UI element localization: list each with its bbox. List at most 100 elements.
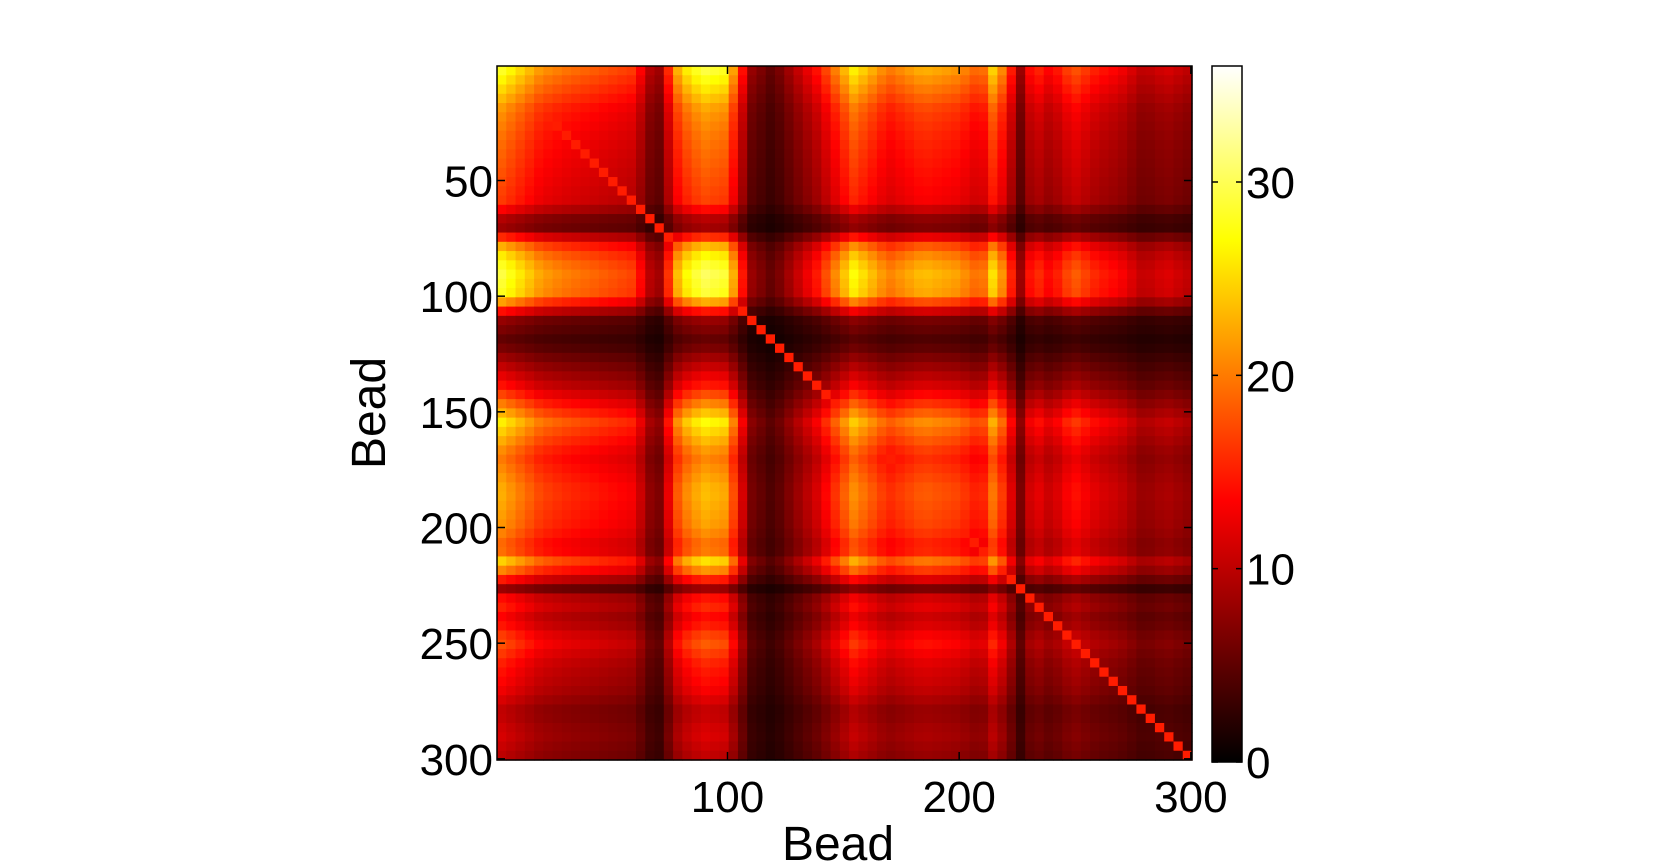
heatmap-cell: [978, 352, 989, 363]
heatmap-cell: [1108, 463, 1119, 474]
heatmap-cell: [1015, 140, 1026, 150]
heatmap-cell: [700, 574, 711, 585]
heatmap-cell: [552, 130, 563, 141]
heatmap-cell: [737, 223, 748, 234]
heatmap-cell: [1034, 389, 1045, 400]
heatmap-cell: [710, 362, 720, 372]
heatmap-cell: [710, 436, 720, 446]
heatmap-cell: [580, 667, 591, 678]
heatmap-cell: [636, 149, 646, 160]
heatmap-cell: [784, 510, 795, 521]
heatmap-cell: [969, 140, 980, 150]
heatmap-cell: [765, 473, 776, 483]
heatmap-cell: [663, 325, 674, 335]
heatmap-cell: [654, 510, 665, 521]
heatmap-cell: [1136, 547, 1147, 558]
heatmap-cell: [867, 436, 878, 446]
heatmap-cell: [737, 232, 748, 243]
heatmap-cell: [747, 362, 758, 372]
heatmap-cell: [710, 251, 720, 261]
heatmap-cell: [1053, 186, 1063, 197]
heatmap-cell: [802, 223, 813, 234]
heatmap-cell: [1182, 463, 1193, 474]
heatmap-cell: [821, 352, 832, 363]
heatmap-cell: [849, 149, 859, 160]
heatmap-cell: [1062, 195, 1073, 206]
heatmap-cell: [1182, 260, 1193, 271]
heatmap-cell: [1164, 556, 1175, 567]
heatmap-cell: [524, 297, 535, 308]
heatmap-cell: [775, 232, 785, 243]
heatmap-cell: [1136, 436, 1147, 446]
heatmap-cell: [876, 93, 887, 104]
heatmap-cell: [524, 574, 535, 585]
heatmap-cell: [534, 140, 544, 150]
heatmap-cell: [1145, 251, 1156, 261]
heatmap-cell: [784, 667, 795, 678]
heatmap-cell: [1164, 158, 1175, 169]
heatmap-cell: [978, 639, 989, 650]
heatmap-cell: [571, 288, 581, 298]
heatmap-cell: [960, 352, 971, 363]
heatmap-cell: [858, 565, 869, 576]
heatmap-cell: [1090, 537, 1100, 548]
heatmap-cell: [812, 158, 822, 169]
heatmap-cell: [1043, 547, 1054, 558]
heatmap-cell: [1006, 426, 1017, 437]
heatmap-cell: [682, 251, 693, 261]
heatmap-cell: [895, 537, 906, 548]
heatmap-cell: [997, 658, 1008, 669]
heatmap-cell: [886, 500, 897, 511]
heatmap-cell: [617, 371, 628, 382]
heatmap-cell: [1006, 306, 1017, 317]
heatmap-cell: [673, 112, 683, 123]
heatmap-cell: [543, 103, 554, 113]
heatmap-cell: [756, 463, 767, 474]
heatmap-cell: [876, 611, 887, 622]
heatmap-cell: [923, 121, 934, 132]
heatmap-cell: [682, 528, 693, 539]
heatmap-cell: [895, 611, 906, 622]
heatmap-cell: [969, 121, 980, 132]
heatmap-cell: [1117, 565, 1128, 576]
heatmap-cell: [849, 482, 859, 493]
heatmap-cell: [941, 454, 952, 465]
heatmap-cell: [608, 528, 619, 539]
heatmap-cell: [515, 537, 526, 548]
heatmap-cell: [524, 445, 535, 456]
heatmap-cell: [1080, 389, 1091, 400]
heatmap-cell: [524, 371, 535, 382]
heatmap-cell: [812, 343, 822, 354]
heatmap-cell: [673, 417, 683, 428]
heatmap-cell: [636, 528, 646, 539]
heatmap-cell: [1006, 362, 1017, 372]
heatmap-cell: [997, 93, 1008, 104]
heatmap-cell: [1025, 75, 1036, 86]
heatmap-cell: [543, 214, 554, 224]
heatmap-cell: [988, 288, 998, 298]
heatmap-cell: [561, 491, 572, 502]
heatmap-cell: [1127, 334, 1137, 345]
heatmap-cell: [932, 556, 943, 567]
heatmap-cell: [580, 251, 591, 261]
heatmap-cell: [988, 93, 998, 104]
heatmap-cell: [830, 371, 841, 382]
heatmap-cell: [598, 510, 609, 521]
heatmap-cell: [969, 565, 980, 576]
heatmap-cell: [673, 500, 683, 511]
heatmap-cell: [654, 278, 665, 289]
heatmap-cell: [895, 362, 906, 372]
heatmap-cell: [988, 399, 998, 409]
heatmap-cell: [1136, 593, 1147, 604]
heatmap-cell: [1062, 565, 1073, 576]
heatmap-cell: [598, 186, 609, 197]
heatmap-cell: [534, 278, 544, 289]
heatmap-cell: [682, 66, 693, 76]
heatmap-cell: [543, 371, 554, 382]
heatmap-cell: [580, 399, 591, 409]
heatmap-cell: [673, 334, 683, 345]
heatmap-cell: [673, 177, 683, 187]
heatmap-cell: [1164, 93, 1175, 104]
heatmap-cell: [821, 288, 832, 298]
heatmap-cell: [673, 288, 683, 298]
